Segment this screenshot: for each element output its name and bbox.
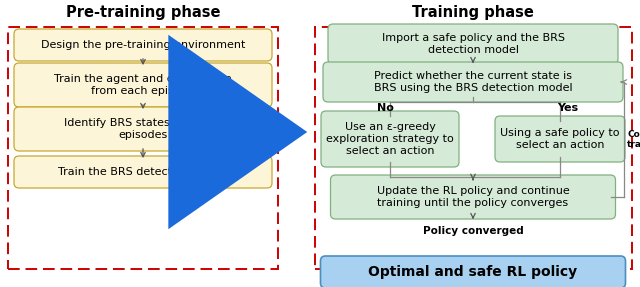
FancyBboxPatch shape — [14, 63, 272, 107]
FancyBboxPatch shape — [323, 62, 623, 102]
FancyBboxPatch shape — [321, 256, 625, 287]
Text: Use an ε-greedy
exploration strategy to
select an action: Use an ε-greedy exploration strategy to … — [326, 122, 454, 156]
FancyBboxPatch shape — [495, 116, 625, 162]
Text: Yes: Yes — [557, 103, 579, 113]
FancyBboxPatch shape — [14, 156, 272, 188]
FancyBboxPatch shape — [328, 24, 618, 64]
Text: Pre-training phase: Pre-training phase — [66, 5, 220, 20]
Text: Identify BRS states in failure
episodes: Identify BRS states in failure episodes — [64, 118, 222, 140]
Text: Policy converged: Policy converged — [422, 226, 524, 236]
Text: Predict whether the current state is
BRS using the BRS detection model: Predict whether the current state is BRS… — [374, 71, 572, 93]
FancyBboxPatch shape — [321, 111, 459, 167]
Text: No: No — [376, 103, 394, 113]
Bar — [8, 27, 278, 269]
FancyBboxPatch shape — [14, 29, 272, 61]
FancyBboxPatch shape — [14, 107, 272, 151]
Text: Train the agent and collect data
from each episode: Train the agent and collect data from ea… — [54, 74, 232, 96]
Text: Train the BRS detection model: Train the BRS detection model — [58, 167, 228, 177]
FancyBboxPatch shape — [330, 175, 616, 219]
Text: Optimal and safe RL policy: Optimal and safe RL policy — [369, 265, 577, 279]
Bar — [315, 27, 632, 269]
Text: Training phase: Training phase — [412, 5, 534, 20]
Text: Update the RL policy and continue
training until the policy converges: Update the RL policy and continue traini… — [376, 186, 570, 208]
Text: Import a safe policy and the BRS
detection model: Import a safe policy and the BRS detecti… — [381, 33, 564, 55]
Text: Using a safe policy to
select an action: Using a safe policy to select an action — [500, 128, 620, 150]
Text: Continue
training: Continue training — [627, 130, 640, 149]
Text: Design the pre-training environment: Design the pre-training environment — [41, 40, 245, 50]
